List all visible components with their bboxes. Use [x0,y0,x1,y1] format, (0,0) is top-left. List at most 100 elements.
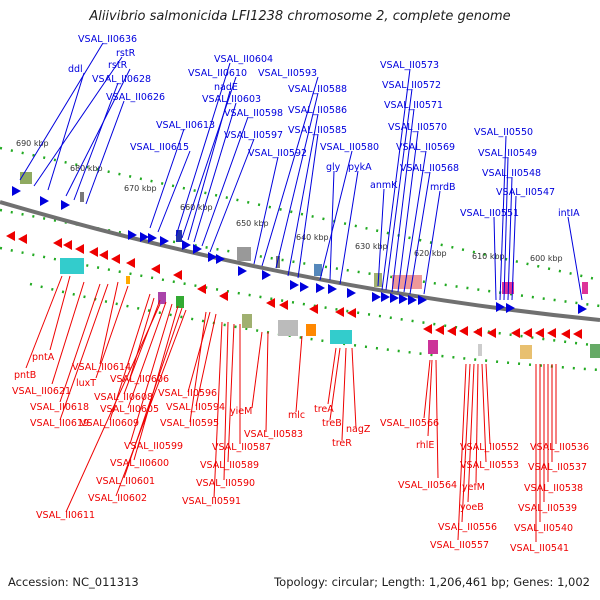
feature-block [242,314,252,328]
forward-gene-label: mrdB [430,182,456,193]
leader-line [493,216,497,301]
reverse-gene [219,291,228,301]
forward-gene-label: VSAL_II0597 [224,130,283,141]
leader-line [297,133,319,279]
reverse-gene [63,240,72,250]
leader-line [129,303,173,445]
forward-gene-label: VSAL_II0604 [214,54,273,65]
forward-gene [193,244,202,254]
leader-line [461,363,471,523]
reverse-gene-label: VSAL_II0595 [160,418,219,429]
reverse-gene [173,270,182,280]
leader-line [99,281,119,365]
forward-gene-label: VSAL_II0549 [478,148,537,159]
leader-line [265,331,269,433]
leader-line [59,283,101,403]
forward-gene [208,252,217,262]
forward-gene [140,232,149,242]
forward-gene [372,292,381,302]
reverse-gene-label: VSAL_II0594 [166,402,225,413]
reverse-gene-label: VSAL_II0564 [398,480,457,491]
forward-gene [390,293,399,303]
reverse-gene-label: VSAL_II0619 [30,418,89,429]
forward-gene [408,295,417,305]
feature-block [176,230,182,242]
forward-gene-label: VSAL_II0551 [460,208,519,219]
reverse-gene-label: VSAL_II0591 [182,496,241,507]
reverse-gene [89,247,98,257]
feature-block [478,344,482,356]
kbp-label: 640 kbp [296,233,329,242]
forward-gene-label: gly [326,162,341,173]
reverse-gene-label: VSAL_II0557 [430,540,489,551]
leader-line [385,88,413,291]
reverse-strand-genes [6,231,582,339]
reverse-gene [435,325,444,335]
forward-gene [300,282,309,292]
feature-block [590,344,600,358]
reverse-gene-label: VSAL_II0614 [72,362,131,373]
leader-line [129,297,155,379]
reverse-gene-label: VSAL_II0556 [438,522,497,533]
leader-line [85,100,125,205]
forward-gene [216,254,225,264]
feature-block [20,172,32,184]
reverse-gene-label: VSAL_II0602 [88,493,147,504]
leader-line [295,335,303,413]
forward-leader-lines [19,42,583,301]
leader-line [73,82,119,201]
forward-gene-label: pykA [348,162,372,173]
leader-line [187,311,211,393]
leader-line [201,116,249,247]
guide-arcs [0,146,600,372]
leader-line [435,359,439,479]
leader-line [65,303,161,513]
leader-line [49,275,71,351]
reverse-gene [447,326,456,336]
reverse-gene [547,328,556,338]
reverse-gene [573,329,582,339]
leader-line [329,347,341,421]
leader-line [33,56,123,187]
forward-gene-label: VSAL_II0547 [496,187,555,198]
leader-line [25,275,63,369]
forward-gene-label: rstR [116,48,136,59]
forward-gene-label: VSAL_II0593 [258,68,317,79]
forward-gene-label: VSAL_II0636 [78,34,137,45]
reverse-gene-label: yoeB [460,502,484,513]
forward-gene [128,230,137,240]
genome-backbone [0,200,600,322]
leader-line [339,170,359,285]
reverse-gene [535,328,544,338]
kbp-label: 650 kbp [236,219,269,228]
forward-gene-label: VSAL_II0592 [248,148,307,159]
forward-gene [12,186,21,196]
leader-line [351,347,357,429]
reverse-gene [347,308,356,318]
leader-line [189,311,207,423]
leader-line [567,216,583,301]
leader-line [275,92,319,269]
leader-line [485,363,491,445]
forward-gene [61,200,70,210]
feature-block [278,320,298,336]
leader-line [95,285,129,379]
feature-block [60,258,84,274]
forward-gene [496,302,505,312]
reverse-gene-label: pntA [32,352,55,363]
leader-line [319,150,353,281]
reverse-gene-label: VSAL_II0605 [100,404,159,415]
forward-gene-label: VSAL_II0570 [388,122,447,133]
reverse-gene [523,328,532,338]
feature-block [392,275,422,289]
reverse-gene-label: VSAL_II0538 [524,483,583,494]
feature-block [80,192,84,202]
forward-gene [40,196,49,206]
reverse-gene [459,326,468,336]
leader-line [409,171,431,295]
leader-line [213,321,223,499]
forward-gene-label: VSAL_II0568 [400,163,459,174]
leader-line [327,347,337,405]
forward-gene-label: VSAL_II0628 [92,74,151,85]
